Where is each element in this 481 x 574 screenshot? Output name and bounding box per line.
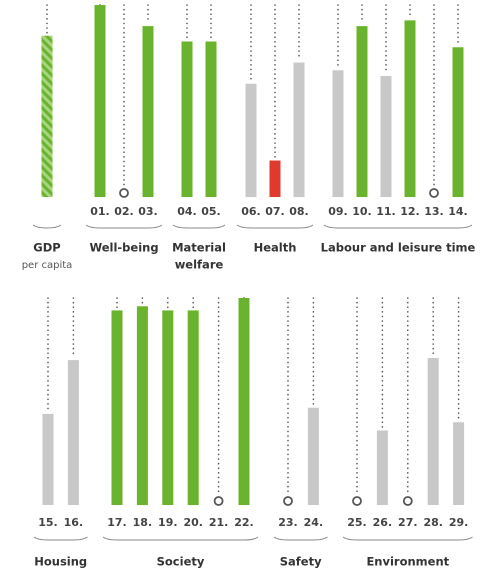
group-bracket: [102, 536, 259, 541]
indicator-label: 12.: [400, 205, 420, 218]
indicator-label: 11.: [376, 205, 396, 218]
group-label: Society: [157, 555, 205, 569]
bar: [453, 422, 465, 505]
bar: [187, 310, 199, 505]
indicator-label: 27.: [398, 516, 418, 529]
no-data-marker: [429, 188, 439, 198]
indicator-label: 10.: [352, 205, 372, 218]
indicator-label: 02.: [114, 205, 134, 218]
group-label: GDP: [33, 241, 60, 255]
group-label: Environment: [366, 555, 449, 569]
indicator-label: 05.: [201, 205, 221, 218]
group-sublabel: per capita: [22, 260, 73, 271]
indicator-label: 18.: [133, 516, 153, 529]
indicator-label: 19.: [158, 516, 178, 529]
indicator-label: 20.: [183, 516, 203, 529]
indicator-label: 26.: [373, 516, 393, 529]
indicator-label: 03.: [138, 205, 158, 218]
indicator-label: 08.: [289, 205, 309, 218]
group-label: Labour and leisure time: [321, 241, 476, 255]
indicator-label: 29.: [449, 516, 469, 529]
group-sublabel: welfare: [175, 258, 224, 272]
bar: [427, 358, 439, 505]
bar: [42, 413, 54, 505]
bar: [307, 407, 319, 505]
bar: [245, 83, 257, 197]
indicator-label: 15.: [38, 516, 58, 529]
bar: [181, 41, 193, 198]
group-bracket: [33, 536, 88, 541]
indicator-label: 23.: [278, 516, 298, 529]
indicator-label: 14.: [448, 205, 468, 218]
bar: [41, 35, 53, 197]
indicator-label: 28.: [423, 516, 443, 529]
group-label: Housing: [34, 555, 87, 569]
indicator-label: 09.: [328, 205, 348, 218]
indicator-label: 13.: [424, 205, 444, 218]
bar: [67, 360, 79, 505]
indicator-label: 06.: [241, 205, 261, 218]
indicator-label: 24.: [304, 516, 324, 529]
group-label: Health: [254, 241, 297, 255]
indicator-label: 07.: [265, 205, 285, 218]
group-bracket: [236, 224, 314, 229]
no-data-marker: [213, 496, 224, 506]
bar: [380, 76, 392, 197]
bar: [293, 62, 305, 197]
indicator-label: 25.: [347, 516, 367, 529]
bar: [238, 298, 250, 505]
bar: [269, 160, 281, 197]
no-data-marker: [119, 188, 129, 198]
indicator-label: 22.: [234, 516, 254, 529]
indicator-label: 16.: [64, 516, 84, 529]
group-bracket: [172, 224, 226, 229]
indicator-label: 01.: [90, 205, 110, 218]
group-bracket: [273, 536, 328, 541]
group-bracket: [85, 224, 163, 229]
group-bracket: [342, 536, 473, 541]
group-label: Well-being: [89, 241, 158, 255]
bar: [376, 430, 388, 505]
bar: [136, 306, 148, 505]
bar: [111, 310, 123, 505]
no-data-marker: [352, 496, 362, 506]
bar: [142, 26, 154, 198]
no-data-marker: [402, 496, 413, 506]
group-bracket: [32, 224, 62, 229]
bar: [162, 310, 174, 505]
bar: [332, 70, 344, 197]
no-data-marker: [283, 496, 293, 506]
bar: [356, 26, 368, 198]
indicator-label: 21.: [209, 516, 229, 529]
bar: [404, 20, 416, 197]
indicator-label: 04.: [177, 205, 197, 218]
bar: [205, 41, 217, 198]
indicator-label: 17.: [107, 516, 127, 529]
bar: [94, 5, 106, 197]
group-bracket: [323, 224, 473, 229]
group-label: Safety: [280, 555, 322, 569]
group-label: Material: [172, 241, 226, 255]
bar: [452, 47, 464, 197]
